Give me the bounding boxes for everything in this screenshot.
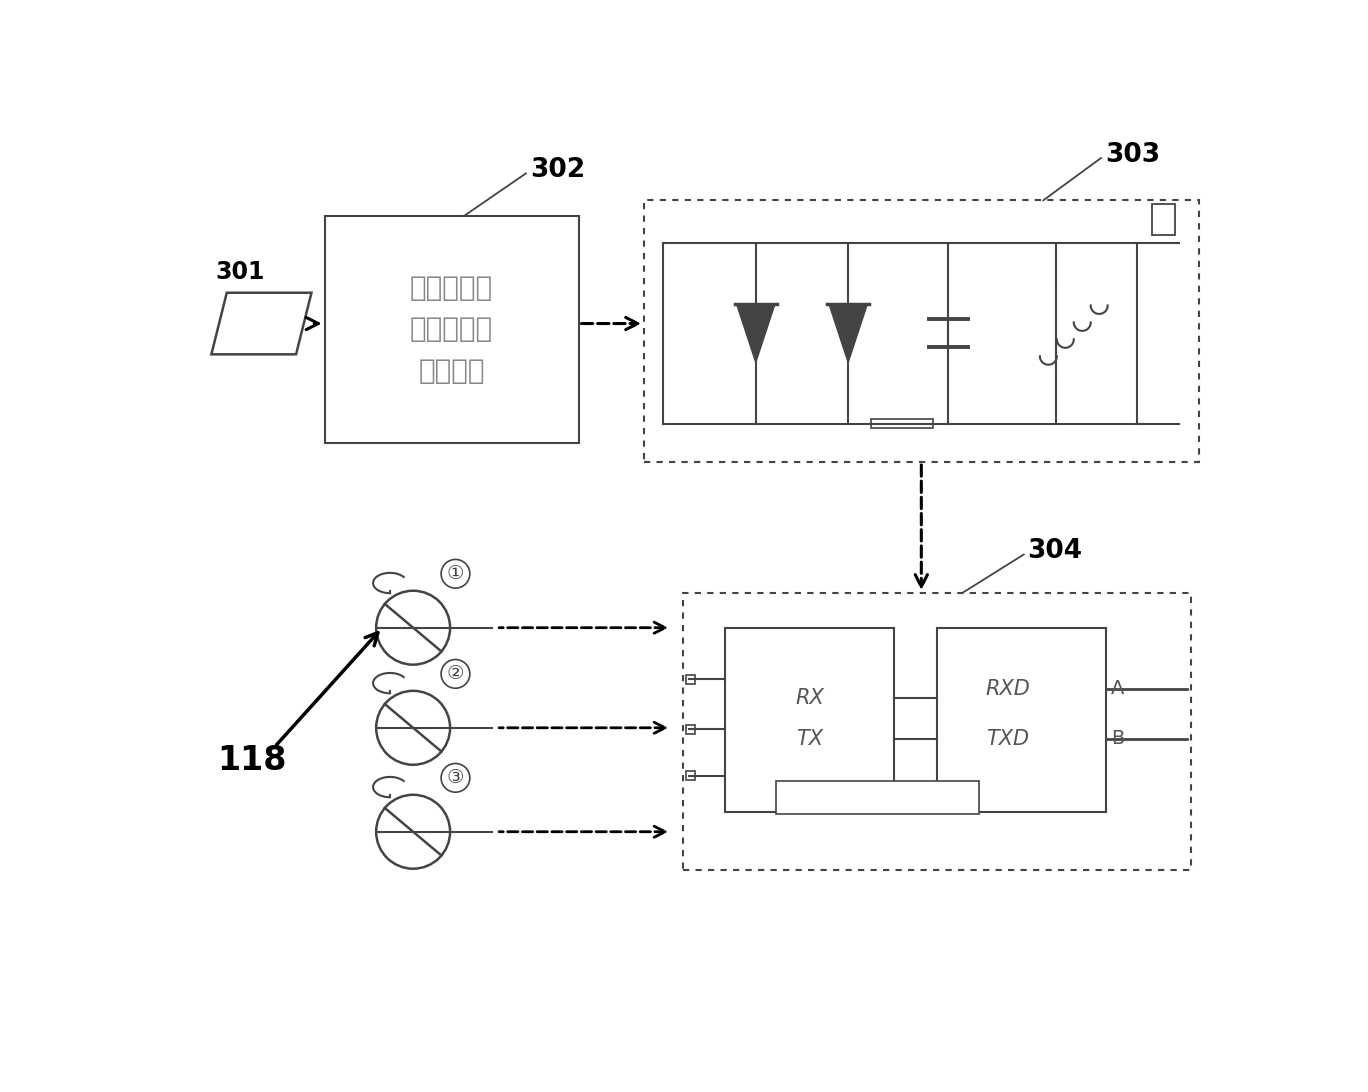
Bar [685, 725, 695, 734]
Text: 118: 118 [216, 744, 286, 778]
Text: ①: ① [447, 565, 464, 583]
Text: A: A [1111, 679, 1124, 698]
Text: 301: 301 [215, 260, 264, 284]
Bar [725, 628, 895, 812]
Bar [1152, 204, 1175, 235]
Text: ②: ② [447, 664, 464, 684]
Bar [683, 593, 1190, 870]
Bar [324, 216, 579, 443]
Bar [776, 781, 979, 815]
Text: ③: ③ [447, 769, 464, 787]
Text: TX: TX [796, 728, 824, 749]
Polygon shape [736, 304, 776, 363]
Bar [937, 628, 1107, 812]
Bar [685, 771, 695, 780]
Bar [644, 200, 1198, 462]
Text: 304: 304 [1027, 538, 1082, 565]
Text: RX: RX [795, 688, 824, 708]
Bar [685, 675, 695, 684]
Text: B: B [1111, 729, 1124, 748]
Bar [871, 419, 933, 428]
Text: 303: 303 [1105, 142, 1160, 168]
Text: RXD: RXD [985, 678, 1030, 699]
Text: 302: 302 [529, 157, 586, 183]
Text: TXD: TXD [986, 728, 1030, 749]
Text: 调度控制信
号收发编码
存储单元: 调度控制信 号收发编码 存储单元 [410, 274, 494, 384]
Polygon shape [829, 304, 867, 363]
